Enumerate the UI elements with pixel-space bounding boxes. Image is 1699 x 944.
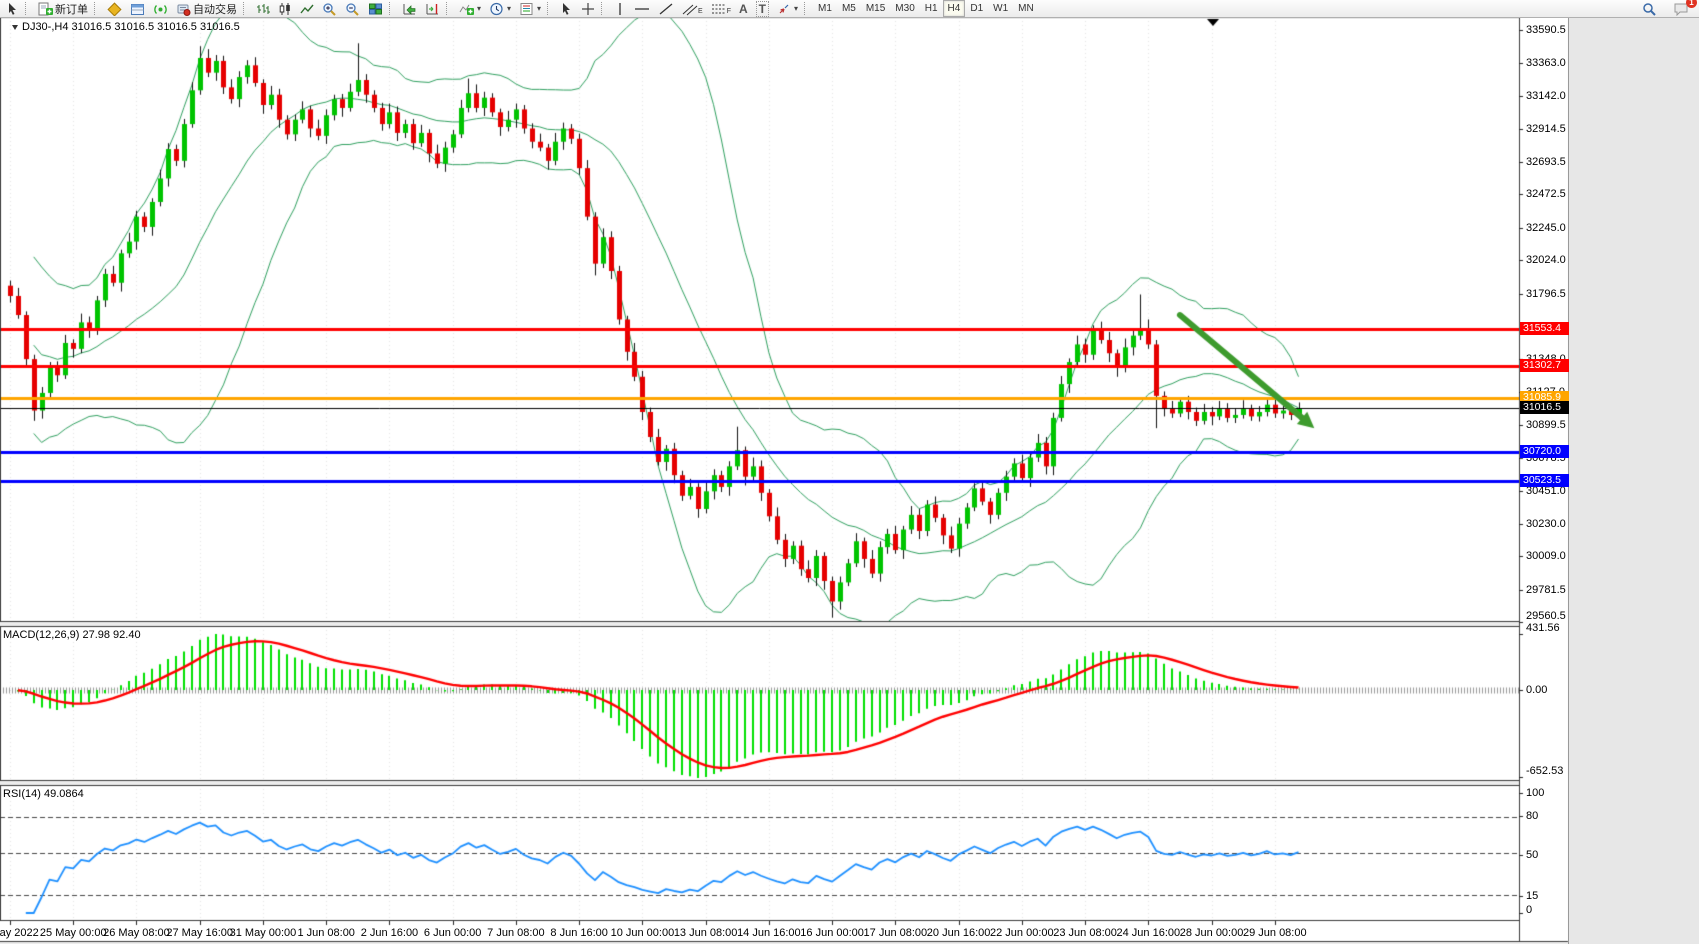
- vertical-line-button[interactable]: [610, 0, 630, 18]
- toolbar-grip: [389, 2, 395, 15]
- market-watch-icon: [107, 1, 122, 16]
- toolbar-grip: [446, 2, 452, 15]
- arrows-tool-button[interactable]: ▾: [773, 0, 802, 18]
- fibonacci-button[interactable]: F: [707, 0, 735, 18]
- candle-chart-button[interactable]: [274, 0, 296, 18]
- templates-button[interactable]: ▾: [515, 0, 545, 18]
- right-filler-panel: [1568, 17, 1699, 944]
- toolbar-grip: [601, 2, 607, 15]
- text-label-button[interactable]: T: [752, 0, 773, 18]
- trendline-button[interactable]: [654, 0, 678, 18]
- chat-button[interactable]: 1: [1669, 0, 1697, 18]
- data-window-icon: [131, 3, 144, 15]
- zoom-out-button[interactable]: [341, 0, 364, 18]
- cursor-mode-button[interactable]: [556, 0, 577, 18]
- timeframe-button-m30[interactable]: M30: [895, 3, 915, 14]
- indicators-button[interactable]: ▾: [455, 0, 485, 18]
- new-order-icon: [38, 2, 53, 15]
- data-window-button[interactable]: [126, 0, 149, 18]
- tile-windows-button[interactable]: [364, 0, 387, 18]
- cursor-tool-button[interactable]: [2, 0, 23, 18]
- bar-chart-icon: [257, 3, 270, 14]
- signals-icon: [154, 4, 167, 14]
- tile-windows-icon: [369, 3, 382, 14]
- horizontal-line-button[interactable]: [630, 0, 654, 18]
- search-icon: [1643, 2, 1656, 16]
- chat-badge: 1: [1686, 0, 1697, 8]
- timeframe-bar: M1 M5 M15 M30 H1 H4 D1 W1 MN: [813, 0, 1039, 17]
- zoom-out-icon: [346, 2, 359, 16]
- text-icon: A: [739, 1, 748, 16]
- autotrade-button[interactable]: 自动交易: [172, 0, 241, 18]
- channel-icon: [682, 4, 698, 15]
- chevron-down-icon: ▾: [537, 4, 542, 13]
- text-tool-button[interactable]: A: [735, 0, 752, 18]
- timeframe-button-m1[interactable]: M1: [818, 3, 832, 14]
- horizontal-line-icon: [635, 7, 650, 10]
- timeframe-button-w1[interactable]: W1: [993, 3, 1009, 14]
- chevron-down-icon: ▾: [477, 4, 482, 13]
- line-chart-icon: [300, 4, 314, 13]
- timeframe-button-m5[interactable]: M5: [841, 3, 856, 14]
- line-chart-button[interactable]: [296, 0, 318, 18]
- new-order-label: 新订单: [55, 3, 88, 16]
- zoom-in-button[interactable]: [318, 0, 341, 18]
- trendline-icon: [659, 3, 673, 14]
- toolbar-grip: [94, 2, 100, 15]
- zoom-in-icon: [323, 2, 336, 16]
- indicators-icon: [459, 4, 474, 15]
- autotrade-label: 自动交易: [193, 3, 237, 16]
- timeframe-button-mn[interactable]: MN: [1018, 3, 1034, 14]
- toolbar-grip: [25, 2, 31, 15]
- signals-button[interactable]: [149, 0, 172, 18]
- chart-shift-icon: [426, 3, 438, 14]
- auto-scroll-icon: [403, 3, 416, 15]
- main-toolbar: 新订单 自动交易: [0, 0, 1699, 18]
- crosshair-button[interactable]: [577, 0, 599, 18]
- chevron-down-icon: ▾: [794, 4, 799, 13]
- toolbar-grip: [547, 2, 553, 15]
- chart-window: DJ30-,H4 31016.5 31016.5 31016.5 31016.5…: [0, 17, 1699, 944]
- fibonacci-icon: [711, 4, 726, 13]
- timeframe-button-h4[interactable]: H4: [942, 0, 966, 17]
- market-watch-button[interactable]: [103, 0, 126, 18]
- toolbar-grip: [243, 2, 249, 15]
- search-button[interactable]: [1638, 0, 1661, 18]
- toolbar-grip: [804, 2, 810, 15]
- bar-chart-button[interactable]: [252, 0, 274, 18]
- periods-clock-icon: [490, 2, 503, 15]
- channel-button[interactable]: E: [678, 0, 707, 18]
- cursor-icon: [563, 3, 571, 15]
- crosshair-icon: [582, 2, 595, 15]
- vertical-line-icon: [619, 2, 621, 15]
- arrows-icon: [779, 4, 789, 13]
- timeframe-button-h1[interactable]: H1: [924, 3, 938, 14]
- autotrade-icon: [177, 4, 191, 16]
- new-order-button[interactable]: 新订单: [34, 0, 92, 18]
- channel-sub-label: E: [698, 8, 703, 15]
- chevron-down-icon: ▾: [507, 4, 512, 13]
- timeframe-button-d1[interactable]: D1: [970, 3, 984, 14]
- candle-chart-icon: [279, 2, 290, 15]
- cursor-icon: [9, 3, 16, 15]
- periods-button[interactable]: ▾: [485, 0, 515, 18]
- chart-shift-button[interactable]: [421, 0, 444, 18]
- templates-icon: [520, 2, 533, 15]
- chart-canvas[interactable]: [0, 17, 1699, 944]
- auto-scroll-button[interactable]: [398, 0, 421, 18]
- fibo-sub-label: F: [726, 8, 731, 15]
- text-label-icon: T: [755, 0, 770, 17]
- timeframe-button-m15[interactable]: M15: [865, 3, 886, 14]
